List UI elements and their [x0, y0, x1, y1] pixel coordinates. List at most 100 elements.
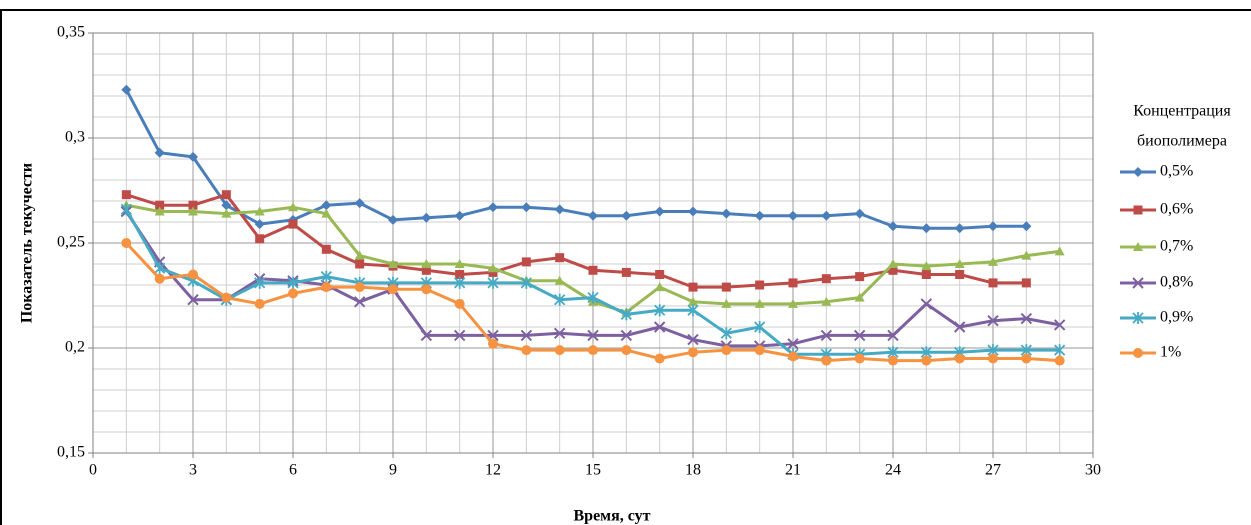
marker: [354, 250, 365, 260]
marker: [554, 204, 565, 215]
marker: [654, 206, 665, 217]
marker: [255, 234, 265, 244]
marker: [1053, 319, 1066, 331]
marker: [788, 278, 798, 288]
marker: [1054, 344, 1066, 357]
marker: [821, 210, 832, 221]
marker: [654, 353, 665, 364]
marker: [788, 351, 798, 362]
legend-label: 0,8%: [1160, 274, 1193, 291]
x-tick-label: 18: [685, 462, 701, 479]
marker: [254, 276, 266, 289]
marker: [454, 298, 465, 309]
marker: [521, 257, 531, 267]
marker: [154, 273, 165, 284]
x-tick-label: 9: [389, 462, 397, 479]
y-tick-label: 0,3: [65, 129, 85, 146]
marker: [687, 304, 699, 317]
marker: [1021, 221, 1032, 232]
marker: [321, 208, 332, 218]
marker: [554, 275, 565, 285]
marker: [988, 221, 998, 232]
marker: [320, 270, 332, 283]
marker: [254, 219, 265, 230]
marker: [620, 308, 632, 321]
y-tick-label: 0,2: [65, 339, 85, 356]
marker: [820, 329, 833, 342]
series-line: [125, 88, 1027, 230]
marker: [488, 263, 498, 273]
marker: [453, 329, 466, 342]
marker: [420, 329, 433, 342]
legend-marker: [1133, 348, 1143, 358]
marker: [121, 84, 132, 95]
marker: [488, 202, 498, 213]
legend-label: 0,7%: [1160, 238, 1193, 255]
marker: [488, 267, 498, 277]
legend-marker: [1133, 205, 1143, 215]
marker: [821, 296, 832, 306]
legend-marker: [1132, 277, 1144, 289]
marker: [954, 259, 965, 268]
marker: [921, 270, 931, 279]
marker: [221, 190, 231, 200]
x-tick-label: 21: [785, 462, 801, 479]
marker: [587, 291, 599, 304]
marker: [154, 147, 165, 158]
marker: [721, 298, 732, 308]
marker: [1020, 312, 1033, 325]
marker: [754, 321, 766, 333]
marker: [588, 265, 598, 275]
marker: [455, 270, 465, 279]
marker: [854, 292, 865, 302]
marker: [655, 270, 665, 279]
y-axis-title: Показатель текучести: [19, 163, 36, 323]
marker: [588, 345, 598, 356]
marker: [654, 304, 666, 317]
marker: [921, 355, 932, 366]
marker: [520, 276, 532, 289]
marker: [921, 223, 932, 234]
marker: [388, 284, 398, 295]
marker: [321, 200, 332, 211]
marker: [421, 259, 432, 268]
marker: [754, 298, 765, 308]
marker: [354, 198, 365, 209]
marker: [821, 274, 831, 284]
legend-title: Концентрация: [1133, 103, 1231, 120]
marker: [688, 347, 698, 358]
y-tick-label: 0,35: [57, 24, 85, 41]
plot: [120, 84, 1066, 366]
marker: [521, 345, 532, 356]
marker: [121, 190, 131, 200]
marker: [421, 212, 432, 223]
marker: [121, 238, 132, 248]
marker: [855, 272, 865, 282]
marker: [921, 261, 932, 271]
legend-label: 0,9%: [1160, 309, 1193, 326]
marker: [888, 259, 898, 268]
marker: [287, 276, 299, 289]
marker: [888, 221, 898, 232]
legend-label: 0,6%: [1160, 201, 1193, 218]
x-tick-label: 30: [1085, 462, 1101, 479]
marker: [854, 353, 865, 364]
marker: [188, 269, 198, 280]
marker: [254, 206, 265, 216]
y-tick-label: 0,15: [57, 444, 85, 461]
plot-border: [92, 32, 1094, 454]
legend-marker: [1133, 242, 1143, 251]
marker: [654, 282, 665, 292]
marker: [755, 280, 765, 290]
marker: [155, 200, 165, 210]
x-tick-label: 12: [485, 462, 501, 479]
marker: [721, 282, 731, 292]
marker: [687, 333, 699, 346]
marker: [221, 292, 232, 303]
x-tick-label: 6: [289, 462, 297, 479]
marker: [288, 219, 298, 229]
marker: [688, 206, 698, 217]
marker: [854, 208, 865, 219]
legend-title: биополимера: [1137, 133, 1227, 150]
